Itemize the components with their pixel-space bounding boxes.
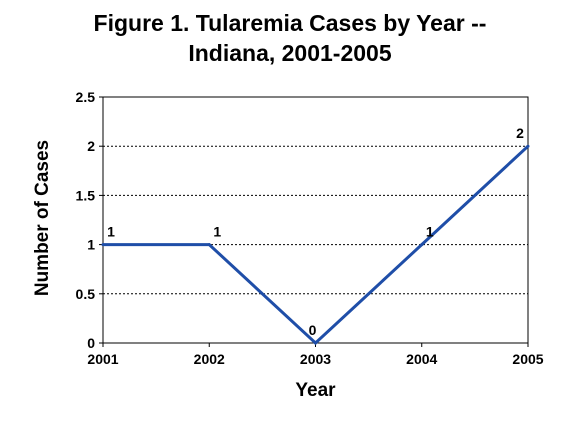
- chart-title-line-1: Figure 1. Tularemia Cases by Year --: [93, 10, 487, 36]
- data-point: [207, 243, 211, 247]
- x-axis-ticks: 2001 2002 2003 2004 2005: [87, 343, 544, 367]
- data-label: 1: [426, 224, 434, 240]
- y-axis-ticks: 0 0.5 1 1.5 2 2.5: [76, 89, 103, 351]
- data-point: [526, 144, 530, 148]
- data-point: [420, 243, 424, 247]
- y-axis-title: Number of Cases: [32, 140, 53, 296]
- y-tick-label: 0.5: [76, 286, 96, 302]
- y-tick-label: 2: [87, 138, 95, 154]
- data-label: 0: [309, 322, 317, 338]
- x-tick-label: 2003: [300, 351, 331, 367]
- x-tick-label: 2004: [406, 351, 437, 367]
- data-label: 1: [107, 224, 115, 240]
- data-label: 2: [516, 125, 524, 141]
- data-point: [314, 341, 317, 345]
- y-tick-label: 1.5: [76, 187, 96, 203]
- y-tick-label: 1: [87, 237, 95, 253]
- chart-title-line-2: Indiana, 2001-2005: [188, 40, 392, 66]
- data-label: 1: [213, 224, 221, 240]
- series-group: [101, 144, 530, 346]
- x-tick-label: 2001: [87, 351, 118, 367]
- gridlines: [103, 145, 528, 295]
- chart-title: Figure 1. Tularemia Cases by Year -- Ind…: [0, 8, 580, 68]
- x-tick-label: 2002: [194, 351, 225, 367]
- x-axis-title: Year: [295, 380, 336, 401]
- y-tick-label: 2.5: [76, 89, 96, 105]
- data-point: [101, 243, 105, 247]
- x-tick-label: 2005: [512, 351, 543, 367]
- y-tick-label: 0: [87, 335, 95, 351]
- data-labels: 1 1 0 1 2: [107, 125, 524, 338]
- plot-area: [102, 96, 529, 344]
